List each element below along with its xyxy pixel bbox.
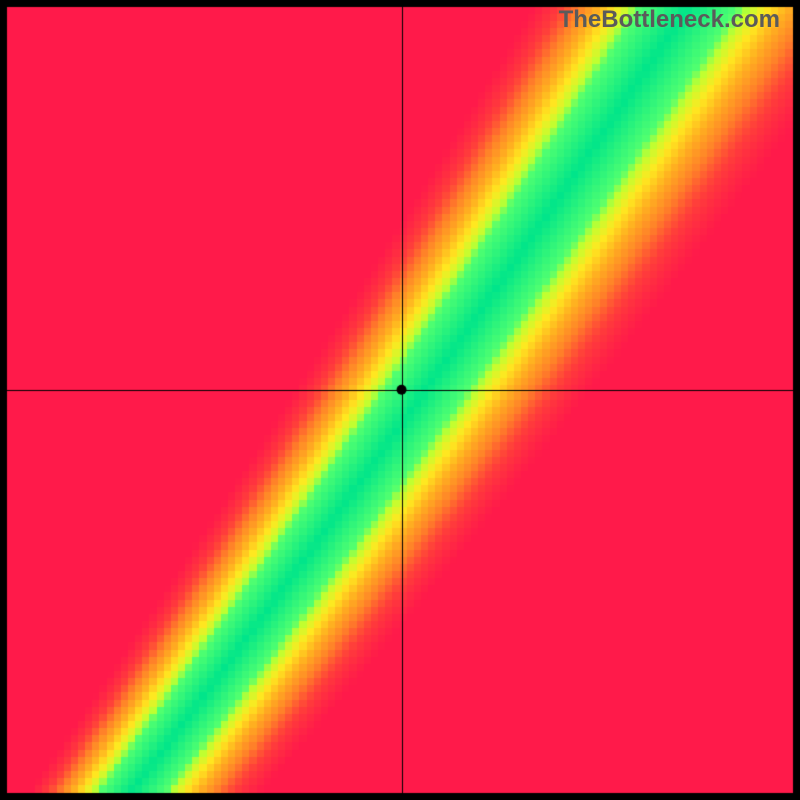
- watermark-text: TheBottleneck.com: [559, 6, 780, 34]
- bottleneck-heatmap: [0, 0, 800, 800]
